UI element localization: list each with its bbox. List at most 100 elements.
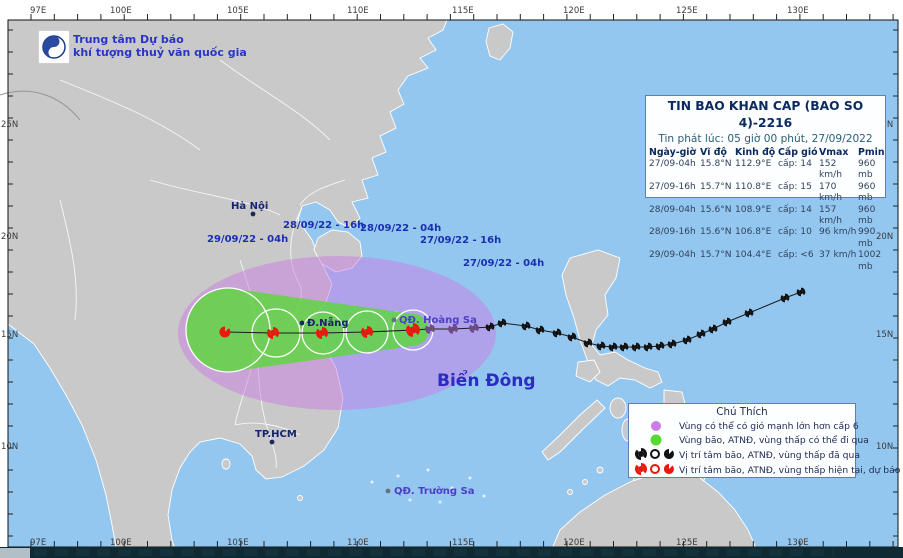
lon-label-top: 120E [563, 6, 585, 16]
lon-label-top: 125E [676, 6, 698, 16]
table-cell: 27/09-16h [649, 181, 696, 192]
place-dot [250, 211, 256, 217]
lon-label-bottom: 100E [110, 538, 132, 548]
legend-item-wind-zone: Vùng có thể có gió mạnh lớn hơn cấp 6 [633, 417, 859, 436]
lon-label-top: 105E [227, 6, 249, 16]
lat-label-right: 15N [876, 330, 893, 340]
bulletin-info-box: TIN BAO KHAN CAP (BAO SO 4)-2216 Tin phá… [645, 95, 886, 272]
legend-item-storm-zone: Vùng bão, ATNĐ, vùng thấp có thể đi qua [633, 431, 869, 450]
place-dot [391, 317, 397, 323]
lon-label-bottom: 130E [787, 538, 809, 548]
table-cell: cấp: 10 [778, 227, 812, 238]
legend-item-forecast-positions: Vị trí tâm bão, ATNĐ, vùng thấp hiện tại… [633, 461, 900, 480]
legend-label: Vị trí tâm bão, ATNĐ, vùng thấp đã qua [679, 449, 860, 461]
legend-item-past-positions: Vị trí tâm bão, ATNĐ, vùng thấp đã qua [633, 447, 860, 463]
place-label: QĐ. Trường Sa [394, 485, 475, 497]
lat-label-right: 10N [876, 442, 893, 452]
lon-label-bottom: 105E [227, 538, 249, 548]
column-header: Kinh độ [735, 147, 776, 158]
column-header: Cấp gió [778, 147, 818, 158]
place-label: Đ.Nẵng [307, 316, 349, 329]
table-cell: 112.9°E [735, 159, 772, 169]
attribution-text-smear [34, 549, 834, 556]
place-label: QĐ. Hoàng Sa [399, 314, 477, 326]
lon-label-bottom: 120E [563, 538, 585, 548]
attribution-corner [0, 548, 30, 558]
purple-zone-icon [633, 417, 679, 436]
table-cell: 96 km/h [819, 227, 857, 238]
table-cell: 15.8°N [700, 159, 732, 169]
lat-label-right: 20N [876, 232, 893, 242]
table-cell: 110.8°E [735, 181, 772, 192]
agency-name-line1: Trung tâm Dự báo [73, 33, 184, 46]
place-label: TP.HCM [255, 429, 297, 440]
lon-label-bottom: 125E [676, 538, 698, 548]
table-cell: 28/09-04h [649, 204, 696, 215]
table-cell: 15.7°N [700, 181, 732, 192]
lon-label-top: 110E [347, 6, 369, 16]
island-con-dao [297, 495, 303, 501]
column-header: Vmax [819, 147, 849, 158]
storm-path-zone [186, 288, 429, 372]
table-cell: cấp: <6 [778, 250, 814, 261]
legend-label: Vị trí tâm bão, ATNĐ, vùng thấp hiện tại… [679, 464, 901, 476]
agency-name-line2: khí tượng thuỷ văn quốc gia [73, 46, 247, 59]
table-cell: 1002 mb [858, 250, 882, 272]
track-date-label: 27/09/22 - 04h [463, 258, 544, 269]
table-cell: 157 km/h [819, 204, 842, 227]
place-label: Hà Nội [231, 200, 268, 212]
column-header: Vĩ độ [700, 147, 727, 158]
table-cell: 960 mb [858, 181, 876, 204]
island-panay [609, 397, 627, 419]
table-cell: 960 mb [858, 159, 876, 181]
table-cell: 104.4°E [735, 250, 772, 261]
column-header: Ngày-giờ [649, 147, 696, 158]
table-cell: 108.9°E [735, 204, 772, 215]
sulu-island [582, 479, 588, 485]
track-date-label: 27/09/22 - 16h [420, 235, 501, 246]
lon-label-top: 100E [110, 6, 132, 16]
lon-label-top: 130E [787, 6, 809, 16]
table-cell: 37 km/h [819, 250, 857, 261]
table-cell: 29/09-04h [649, 250, 696, 261]
agency-name: Trung tâm Dự báo khí tượng thuỷ văn quốc… [73, 33, 247, 59]
lon-label-bottom: 97E [30, 538, 46, 548]
table-cell: 170 km/h [819, 181, 842, 204]
sulu-island [567, 489, 573, 495]
lon-label-top: 97E [30, 6, 46, 16]
track-date-label: 29/09/22 - 04h [207, 234, 288, 245]
lon-label-bottom: 110E [347, 538, 369, 548]
bulletin-issued-time: Tin phát lúc: 05 giờ 00 phút, 27/09/2022 [658, 133, 873, 145]
island-mindoro [575, 359, 601, 383]
sea-name-label: Biển Đông [437, 369, 536, 391]
place-dot [385, 488, 391, 494]
table-cell: cấp: 14 [778, 159, 812, 169]
table-cell: 960 mb [858, 204, 876, 227]
place-dot [299, 320, 305, 326]
attribution-bar [0, 547, 903, 558]
lon-label-bottom: 115E [452, 538, 474, 548]
track-date-label: 28/09/22 - 16h [283, 220, 364, 231]
table-cell: cấp: 14 [778, 204, 812, 215]
island-phu-quoc [221, 458, 231, 470]
bulletin-title: TIN BAO KHAN CAP (BAO SO 4)-2216 [667, 99, 864, 130]
lat-label-left: 25N [1, 120, 18, 130]
table-cell: 27/09-04h [649, 159, 696, 169]
island-palawan [541, 399, 606, 461]
place-labels: Hà Nội Đ.Nẵng QĐ. Hoàng Sa TP.HCM QĐ. Trường… [231, 200, 477, 497]
border-line-dark [0, 90, 81, 121]
agency-logo [38, 30, 70, 64]
lat-label-left: 15N [1, 330, 18, 340]
track-date-label: 28/09/22 - 04h [360, 223, 441, 234]
green-zone-icon [633, 431, 679, 450]
sulu-island [596, 466, 604, 474]
forecast-symbols-icon [633, 461, 679, 480]
table-cell: 28/09-16h [649, 227, 696, 238]
legend-label: Vùng có thể có gió mạnh lớn hơn cấp 6 [679, 420, 859, 432]
table-cell: 15.6°N [700, 204, 732, 215]
lat-label-left: 10N [1, 442, 18, 452]
table-cell: 152 km/h [819, 159, 842, 181]
axis-ticks [8, 14, 898, 547]
